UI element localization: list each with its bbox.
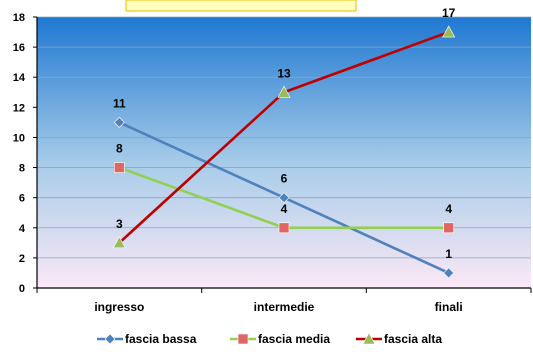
- data-label: 11: [113, 96, 126, 110]
- legend-marker: [104, 333, 116, 345]
- y-tick-label: 18: [13, 12, 25, 24]
- y-tick-label: 14: [13, 72, 26, 84]
- data-point-marker: [442, 25, 456, 38]
- data-point-marker: [443, 222, 454, 234]
- y-tick-label: 16: [13, 42, 25, 54]
- y-tick-label: 8: [19, 163, 25, 175]
- y-tick-label: 12: [13, 102, 25, 114]
- data-label: 1: [445, 247, 452, 261]
- legend-label: fascia bassa: [125, 332, 197, 346]
- y-tick-label: 10: [13, 132, 25, 144]
- data-label: 13: [277, 66, 291, 80]
- data-label: 17: [442, 6, 456, 20]
- plot-area: [37, 17, 531, 288]
- legend: fascia bassa fascia media fascia alta: [97, 332, 442, 346]
- y-axis-ticks: 0 2 4 6 8 10 12 14 16 18: [13, 12, 37, 295]
- data-label: 4: [281, 202, 288, 216]
- data-point-marker: [112, 236, 126, 249]
- data-point-marker: [278, 192, 290, 204]
- data-labels: 11 6 1 8 4 4 3 13 17: [113, 6, 456, 261]
- legend-label: fascia media: [258, 332, 330, 346]
- axes: [36, 17, 531, 289]
- legend-label: fascia alta: [384, 332, 442, 346]
- data-point-marker: [278, 222, 290, 234]
- data-label: 8: [116, 142, 123, 156]
- data-label: 6: [281, 172, 288, 186]
- x-category-label: finali: [435, 300, 463, 314]
- data-label: 4: [445, 202, 452, 216]
- y-tick-label: 0: [19, 283, 25, 295]
- data-point-marker: [114, 162, 125, 173]
- legend-marker: [237, 333, 249, 345]
- data-point-marker: [443, 267, 455, 279]
- x-category-label: ingresso: [94, 300, 144, 314]
- title-box: [125, 0, 357, 12]
- y-tick-label: 4: [19, 223, 26, 235]
- y-tick-label: 6: [19, 193, 25, 205]
- x-axis-ticks: ingresso intermedie finali: [36, 288, 532, 314]
- data-point-marker: [277, 85, 291, 98]
- series-markers: [112, 25, 456, 279]
- legend-marker: [362, 332, 376, 345]
- data-label: 3: [116, 217, 123, 231]
- y-tick-label: 2: [19, 253, 25, 265]
- data-point-marker: [113, 116, 125, 128]
- x-category-label: intermedie: [254, 300, 315, 314]
